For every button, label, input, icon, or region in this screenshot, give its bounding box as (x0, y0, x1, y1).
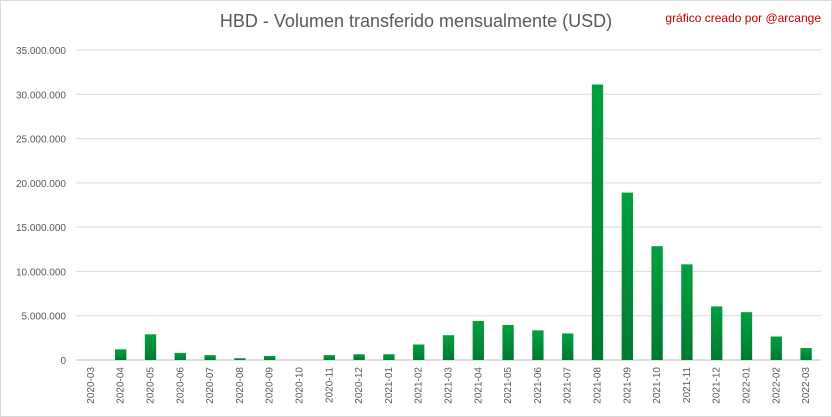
bar (621, 192, 633, 360)
x-tick-label: 2020-09 (265, 367, 276, 404)
x-tick-label: 2021-11 (682, 367, 693, 403)
x-tick-label: 2020-05 (146, 367, 157, 404)
bar (532, 330, 544, 360)
bar (800, 348, 812, 360)
y-tick-label: 35.000.000 (16, 46, 66, 57)
x-tick-label: 2020-06 (175, 367, 186, 404)
bar (115, 349, 127, 360)
chart-credit: gráfico creado por @arcange (665, 11, 821, 25)
x-tick-label: 2021-12 (712, 367, 723, 404)
bar (383, 354, 395, 360)
x-tick-label: 2020-08 (235, 367, 246, 404)
x-tick-label: 2021-05 (503, 367, 514, 404)
y-axis: 0 5.000.000 10.000.000 15.000.000 20.000.000… (16, 46, 67, 367)
bar (144, 334, 157, 360)
bar (204, 355, 216, 360)
x-tick-label: 2021-02 (414, 367, 425, 404)
x-tick-label: 2020-04 (116, 367, 127, 404)
x-tick-label: 2021-08 (593, 367, 604, 404)
bar (353, 354, 365, 360)
y-tick-label: 20.000.000 (16, 179, 66, 190)
bar (264, 356, 276, 360)
y-tick-label: 5.000.000 (22, 312, 67, 323)
bar (651, 246, 663, 360)
x-tick-label: 2021-01 (384, 367, 395, 404)
x-tick-label: 2021-07 (563, 367, 574, 404)
bar (234, 358, 246, 360)
x-tick-label: 2021-06 (533, 367, 544, 404)
y-tick-label: 30.000.000 (16, 90, 66, 101)
x-tick-label: 2020-11 (324, 367, 335, 403)
bar (413, 344, 425, 360)
bar (591, 84, 604, 361)
x-tick-label: 2021-09 (622, 367, 633, 404)
grid-lines (76, 49, 821, 361)
x-tick-label: 2021-03 (444, 367, 455, 404)
bar (681, 264, 693, 360)
bar (174, 352, 186, 360)
y-tick-label: 10.000.000 (16, 267, 66, 278)
x-axis: 2020-03 2020-04 2020-05 2020-06 2020-07 2020-… (86, 367, 812, 404)
bar (711, 306, 723, 360)
y-tick-label: 25.000.000 (16, 135, 66, 146)
y-tick-label: 0 (60, 356, 66, 367)
bar (472, 321, 484, 360)
bar (502, 325, 514, 360)
bar (442, 335, 455, 360)
x-tick-label: 2022-01 (742, 367, 753, 404)
chart-title: HBD - Volumen transferido mensualmente (… (219, 11, 613, 31)
bar (770, 336, 782, 360)
bar (323, 355, 335, 360)
x-tick-label: 2020-12 (354, 367, 365, 404)
x-tick-label: 2021-04 (473, 367, 484, 404)
bars (115, 84, 812, 361)
bar (562, 333, 574, 360)
x-tick-label: 2020-03 (86, 367, 97, 404)
y-tick-label: 15.000.000 (16, 223, 66, 234)
x-tick-label: 2020-10 (295, 367, 306, 404)
x-tick-label: 2021-10 (652, 367, 663, 404)
x-tick-label: 2022-03 (801, 367, 812, 404)
bar (740, 312, 753, 360)
x-tick-label: 2022-02 (771, 367, 782, 404)
x-tick-label: 2020-07 (205, 367, 216, 404)
